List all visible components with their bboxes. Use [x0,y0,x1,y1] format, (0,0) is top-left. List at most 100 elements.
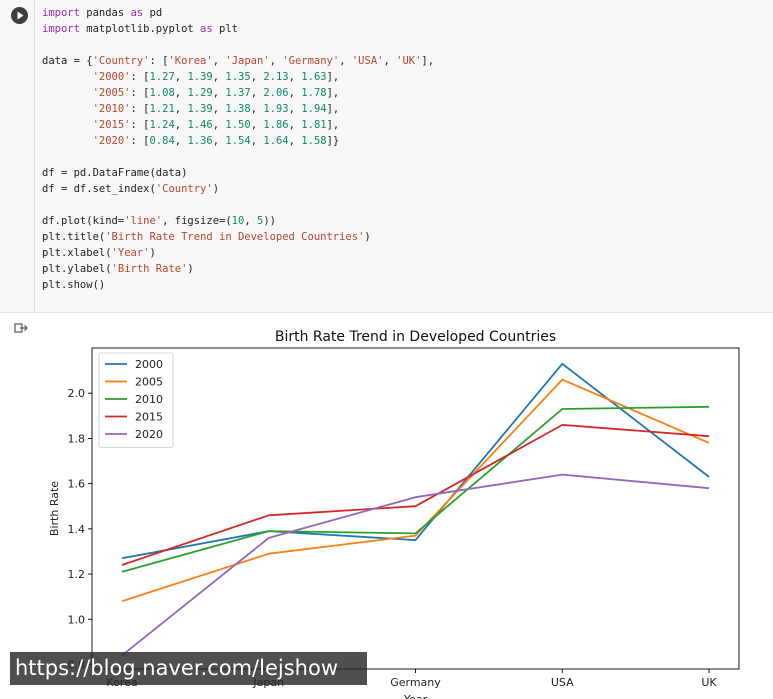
code-line: '2000': [1.27, 1.39, 1.35, 2.13, 1.63], [42,69,434,85]
code-token: , [174,135,188,147]
series-line-2010 [121,405,710,573]
code-token: , [339,55,352,67]
code-token: '2015' [92,119,131,131]
code-token [42,135,93,147]
code-token: ], [421,55,435,67]
code-token: '2010' [92,103,131,115]
code-token: 1.54 [225,135,251,147]
code-token: 1.39 [187,71,213,83]
cell-output-divider [0,312,773,313]
code-token: 5 [256,215,264,227]
series-line-2015 [121,424,710,566]
code-line: df = pd.DataFrame(data) [42,165,434,181]
code-token: 1.93 [263,103,289,115]
code-token: ], [326,103,340,115]
code-token: , [174,71,188,83]
code-token: 1.58 [301,135,327,147]
y-tick-label: 1.8 [68,432,86,445]
code-token: matplotlib.pyplot [79,23,201,35]
code-line [42,197,434,213]
code-token: ]} [326,135,340,147]
code-token: 10 [231,215,245,227]
code-token: , [212,103,226,115]
legend-label: 2005 [135,376,163,389]
run-cell-button[interactable] [11,7,28,24]
code-token: , [288,135,302,147]
code-token [42,71,93,83]
watermark: https://blog.naver.com/lejshow [10,652,367,685]
code-line: df = df.set_index('Country') [42,181,434,197]
code-token: import [42,7,80,19]
series-line-2000 [121,362,710,560]
code-token: pandas [79,7,131,19]
code-token: : [ [130,135,150,147]
code-token: , [383,55,397,67]
y-axis-label: Birth Rate [48,481,61,536]
code-token: '2005' [92,87,131,99]
output-icon[interactable] [14,322,28,334]
code-token: , [250,87,264,99]
chart-title: Birth Rate Trend in Developed Countries [275,329,556,345]
code-token: df = pd.DataFrame(data) [42,167,188,179]
y-tick-label: 2.0 [68,387,86,400]
code-token: plt [212,23,238,35]
code-token: , [250,71,264,83]
code-token: )) [263,215,276,227]
code-token: , [212,87,226,99]
code-token: : [ [130,103,150,115]
cell-gutter [0,0,34,312]
code-token: 1.46 [187,119,213,131]
y-tick-label: 1.4 [68,523,86,536]
code-token: 'Birth Rate' [111,263,188,275]
code-token: 1.63 [301,71,327,83]
code-line: '2010': [1.21, 1.39, 1.38, 1.93, 1.94], [42,101,434,117]
code-token: 2.06 [263,87,289,99]
code-token: 'Birth Rate Trend in Developed Countries… [105,231,365,243]
code-token: 'line' [124,215,163,227]
legend-label: 2015 [135,411,163,424]
code-token: ) [187,263,194,275]
code-token: data = { [42,55,93,67]
code-token: , [269,55,283,67]
code-token: plt.xlabel( [42,247,112,259]
code-token: , [288,119,302,131]
code-token: 'Korea' [168,55,213,67]
code-token: ) [364,231,371,243]
code-editor[interactable] [34,0,773,312]
code-token: plt.show() [42,279,106,291]
code-token: 1.35 [225,71,251,83]
code-token: , [250,119,264,131]
code-token: as [200,23,213,35]
series-line-2005 [121,378,710,603]
code-token: 'USA' [351,55,384,67]
code-token: ) [149,247,156,259]
code-token: ], [326,71,340,83]
code-token: , [288,103,302,115]
code-token: 1.39 [187,103,213,115]
code-token: 'UK' [396,55,422,67]
code-line: import pandas as pd [42,5,434,21]
code-token [42,119,93,131]
x-tick-label: USA [551,676,574,689]
code-token: 'Year' [111,247,150,259]
code-token: 1.27 [149,71,175,83]
legend-label: 2000 [135,358,163,371]
code-token: , figsize=( [162,215,232,227]
code-line [42,149,434,165]
code-token: , [288,71,302,83]
code-token: pd [143,7,163,19]
code-token: 1.36 [187,135,213,147]
code-token: : [ [130,71,150,83]
code-token: , [174,87,188,99]
code-text[interactable]: import pandas as pd import matplotlib.pyp… [42,5,434,293]
code-line: '2015': [1.24, 1.46, 1.50, 1.86, 1.81], [42,117,434,133]
code-line: plt.ylabel('Birth Rate') [42,261,434,277]
code-token: ], [326,87,340,99]
code-token: : [ [130,119,150,131]
code-token: 1.86 [263,119,289,131]
code-token: 1.37 [225,87,251,99]
code-token: 1.94 [301,103,327,115]
code-token: df = df.set_index( [42,183,156,195]
code-token: ], [326,119,340,131]
code-token: , [288,87,302,99]
